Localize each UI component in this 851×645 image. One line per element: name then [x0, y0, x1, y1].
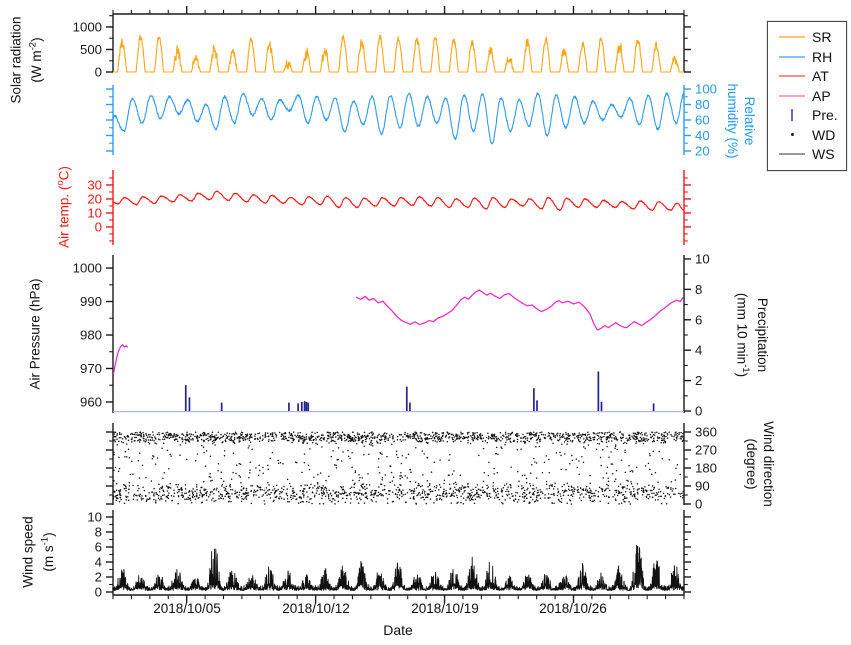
sr-tick-label: 0: [95, 65, 102, 80]
ylabel-at-line1: Air temp. (oC): [54, 166, 72, 248]
legend-label: SR: [812, 29, 832, 46]
legend-entry-at: AT: [776, 68, 840, 85]
ylabel-rh-line2: humidity (%): [725, 83, 740, 159]
ws-tick-label: 6: [95, 539, 102, 554]
legend-label: WD: [812, 126, 836, 143]
series-ap-line-seg2: [355, 289, 684, 331]
legend-line-swatch: [776, 94, 808, 97]
pre-tick-label: 4: [695, 343, 702, 358]
rh-tick-label: 80: [695, 97, 710, 112]
ylabel-sr-line2: (W m-2): [27, 37, 44, 83]
legend-label: AT: [812, 68, 829, 85]
ws-tick-label: 0: [95, 584, 102, 599]
ws-tick-label: 8: [95, 524, 102, 539]
wd-tick-label: 0: [695, 497, 702, 512]
legend-label: AP: [812, 87, 831, 104]
legend-label: Pre.: [812, 107, 838, 124]
x-tick-label: 2018/10/12: [282, 601, 350, 616]
legend-line-swatch: [776, 55, 808, 58]
legend-entry-wd: WD: [776, 127, 840, 144]
ylabel-ws-line2: (m s-1): [39, 532, 56, 572]
ws-tick-label: 4: [95, 554, 102, 569]
ws-tick-label: 2: [95, 569, 102, 584]
ylabel-sr-line1: Solar radiation: [8, 16, 24, 104]
ap-tick-label: 970: [80, 361, 102, 376]
legend-dot-icon: [776, 133, 808, 137]
ylabel-rh-line1: Relative: [742, 96, 757, 146]
pre-tick-label: 10: [695, 251, 710, 266]
legend-precip-bar-icon: [776, 109, 808, 122]
wd-tick-label: 180: [695, 461, 717, 476]
sr-tick-label: 1000: [73, 19, 102, 34]
legend-entry-pre: Pre.: [776, 107, 840, 124]
pre-tick-label: 8: [695, 282, 702, 297]
x-tick-label: 2018/10/05: [153, 601, 221, 616]
legend-line-swatch: [776, 75, 808, 78]
rh-tick-label: 100: [695, 82, 717, 97]
legend-entry-sr: SR: [776, 29, 840, 46]
rh-tick-label: 60: [695, 113, 710, 128]
series-rh-line: [112, 92, 685, 145]
series-at-line: [112, 190, 685, 212]
legend-line-swatch: [776, 36, 808, 39]
xlabel-date: Date: [383, 622, 413, 638]
ap-tick-label: 1000: [73, 261, 102, 276]
wd-tick-label: 90: [695, 479, 710, 494]
legend-label: RH: [812, 48, 833, 65]
wd-tick-label: 360: [695, 425, 717, 440]
legend-line-swatch: [776, 153, 808, 156]
legend: SR RH AT AP Pre. WD WS: [767, 21, 847, 171]
series-ws-line: [112, 544, 685, 591]
ylabel-pre-line1: Precipitation: [754, 297, 770, 373]
rh-tick-label: 20: [695, 143, 710, 158]
ap-tick-label: 990: [80, 294, 102, 309]
legend-label: WS: [812, 146, 835, 163]
pre-tick-label: 2: [695, 373, 702, 388]
pre-tick-label: 6: [695, 312, 702, 327]
legend-entry-ap: AP: [776, 88, 840, 105]
at-tick-label: 0: [95, 219, 102, 234]
legend-entry-ws: WS: [776, 146, 840, 163]
ap-tick-label: 980: [80, 328, 102, 343]
at-tick-label: 10: [87, 205, 102, 220]
ws-tick-label: 10: [87, 509, 102, 524]
pre-tick-label: 0: [695, 404, 702, 419]
wd-tick-label: 270: [695, 443, 717, 458]
ylabel-ws-line1: Wind speed: [20, 516, 36, 588]
x-tick-label: 2018/10/26: [539, 601, 607, 616]
series-wd-scatter: [112, 431, 685, 505]
ylabel-wd-line2: (degree): [744, 438, 759, 490]
sr-tick-label: 500: [80, 42, 102, 57]
ylabel-ap-line1: Air Pressure (hPa): [27, 278, 43, 390]
at-tick-label: 20: [87, 191, 102, 206]
series-ap-line-seg1: [112, 344, 129, 375]
legend-entry-rh: RH: [776, 49, 840, 66]
at-tick-label: 30: [87, 177, 102, 192]
x-tick-label: 2018/10/19: [411, 601, 479, 616]
ap-tick-label: 960: [80, 394, 102, 409]
series-sr-line: [112, 34, 685, 73]
ylabel-pre-line2: (mm 10 min-1): [734, 292, 751, 378]
ylabel-wd-line1: Wind direction: [761, 421, 776, 507]
rh-tick-label: 40: [695, 128, 710, 143]
